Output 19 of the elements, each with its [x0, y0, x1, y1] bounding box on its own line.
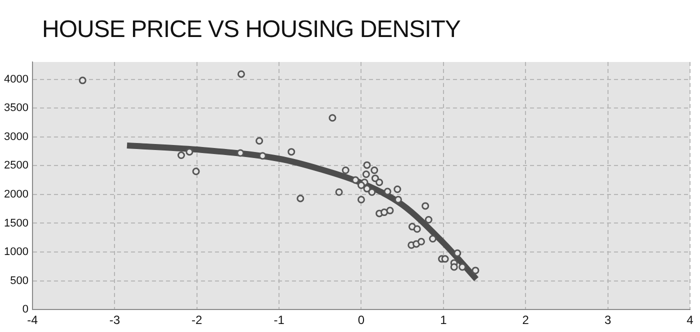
x-tick-label: 1	[440, 313, 448, 328]
y-tick-label: 500	[10, 274, 28, 287]
x-tick-label: -2	[192, 313, 203, 328]
x-tick-label: -3	[109, 313, 120, 328]
x-tick-label: -4	[27, 313, 38, 328]
y-tick-label: 1000	[4, 246, 28, 258]
x-tick-label: 2	[522, 313, 530, 328]
y-tick-label: 4000	[4, 73, 28, 86]
chart-title: HOUSE PRICE VS HOUSING DENSITY	[42, 16, 460, 44]
y-tick-label: 1500	[4, 217, 28, 230]
x-tick-label: 0	[358, 313, 365, 328]
x-tick-label: 4	[686, 313, 694, 328]
x-tick-label: 3	[604, 313, 612, 328]
y-tick-label: 3500	[4, 102, 28, 114]
y-tick-label: 0	[22, 304, 28, 316]
y-tick-label: 2500	[4, 160, 28, 172]
y-tick-label: 2000	[4, 188, 28, 200]
y-tick-label: 3000	[4, 130, 28, 143]
x-tick-label: -1	[274, 313, 285, 328]
